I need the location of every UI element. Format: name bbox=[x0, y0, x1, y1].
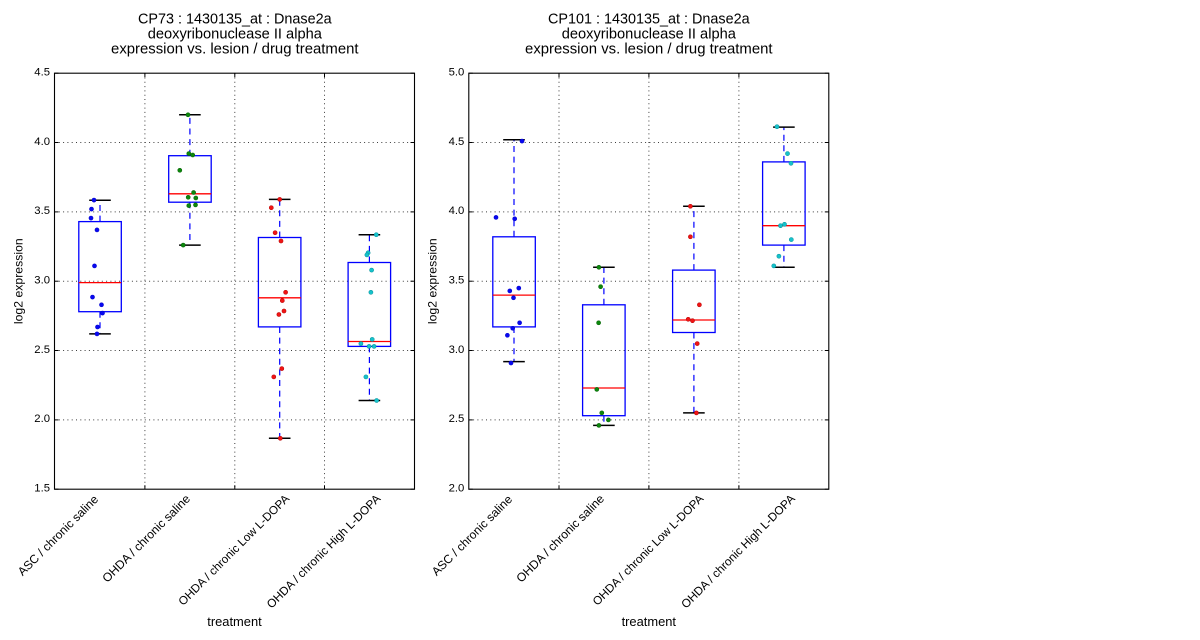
svg-text:4.5: 4.5 bbox=[34, 67, 50, 79]
svg-text:2.5: 2.5 bbox=[449, 413, 465, 425]
svg-text:2.5: 2.5 bbox=[34, 344, 50, 356]
svg-text:2.0: 2.0 bbox=[34, 413, 50, 425]
svg-text:4.0: 4.0 bbox=[449, 205, 465, 217]
svg-text:log2 expression: log2 expression bbox=[426, 238, 440, 324]
svg-text:treatment: treatment bbox=[622, 614, 677, 629]
svg-text:3.0: 3.0 bbox=[34, 275, 50, 287]
svg-text:3.0: 3.0 bbox=[449, 344, 465, 356]
svg-text:expression vs. lesion / drug t: expression vs. lesion / drug treatment bbox=[111, 42, 359, 58]
svg-text:5.0: 5.0 bbox=[449, 67, 465, 79]
svg-text:CP101 : 1430135_at : Dnase2a: CP101 : 1430135_at : Dnase2a bbox=[548, 12, 750, 28]
svg-text:deoxyribonuclease II alpha: deoxyribonuclease II alpha bbox=[562, 27, 737, 43]
svg-text:4.5: 4.5 bbox=[449, 136, 465, 148]
svg-text:CP73 : 1430135_at : Dnase2a: CP73 : 1430135_at : Dnase2a bbox=[138, 12, 332, 28]
svg-text:expression vs. lesion / drug t: expression vs. lesion / drug treatment bbox=[525, 42, 773, 58]
svg-text:4.0: 4.0 bbox=[34, 136, 50, 148]
svg-text:log2 expression: log2 expression bbox=[12, 238, 26, 324]
svg-text:3.5: 3.5 bbox=[449, 275, 465, 287]
svg-text:treatment: treatment bbox=[207, 614, 262, 629]
svg-text:2.0: 2.0 bbox=[449, 483, 465, 495]
svg-text:3.5: 3.5 bbox=[34, 205, 50, 217]
svg-text:deoxyribonuclease II alpha: deoxyribonuclease II alpha bbox=[148, 27, 323, 43]
svg-text:1.5: 1.5 bbox=[34, 483, 50, 495]
